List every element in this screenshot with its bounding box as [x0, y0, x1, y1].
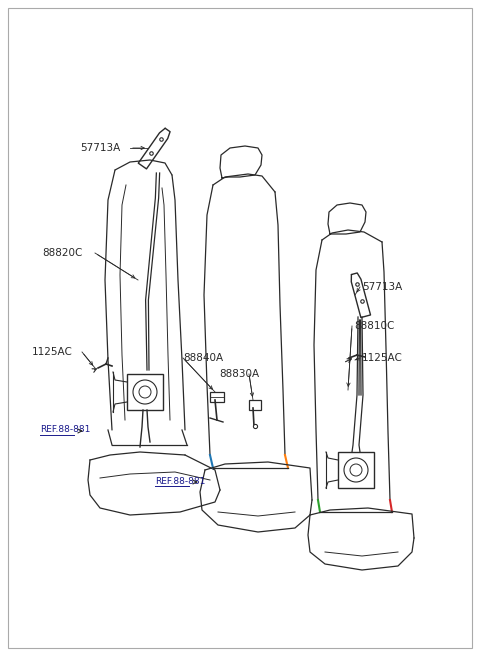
Text: 88840A: 88840A	[183, 353, 223, 363]
Text: 1125AC: 1125AC	[32, 347, 73, 357]
Text: REF.88-881: REF.88-881	[40, 426, 90, 434]
Text: 88810C: 88810C	[354, 321, 395, 331]
Bar	[127, 374, 163, 410]
Bar	[210, 392, 224, 402]
Text: 88820C: 88820C	[42, 248, 83, 258]
Text: REF.88-881: REF.88-881	[155, 476, 205, 485]
Text: 57713A: 57713A	[362, 282, 402, 292]
Bar	[338, 452, 374, 488]
Text: 1125AC: 1125AC	[362, 353, 403, 363]
Text: 57713A: 57713A	[80, 143, 120, 153]
Bar	[249, 400, 261, 410]
Text: 88830A: 88830A	[219, 369, 259, 379]
